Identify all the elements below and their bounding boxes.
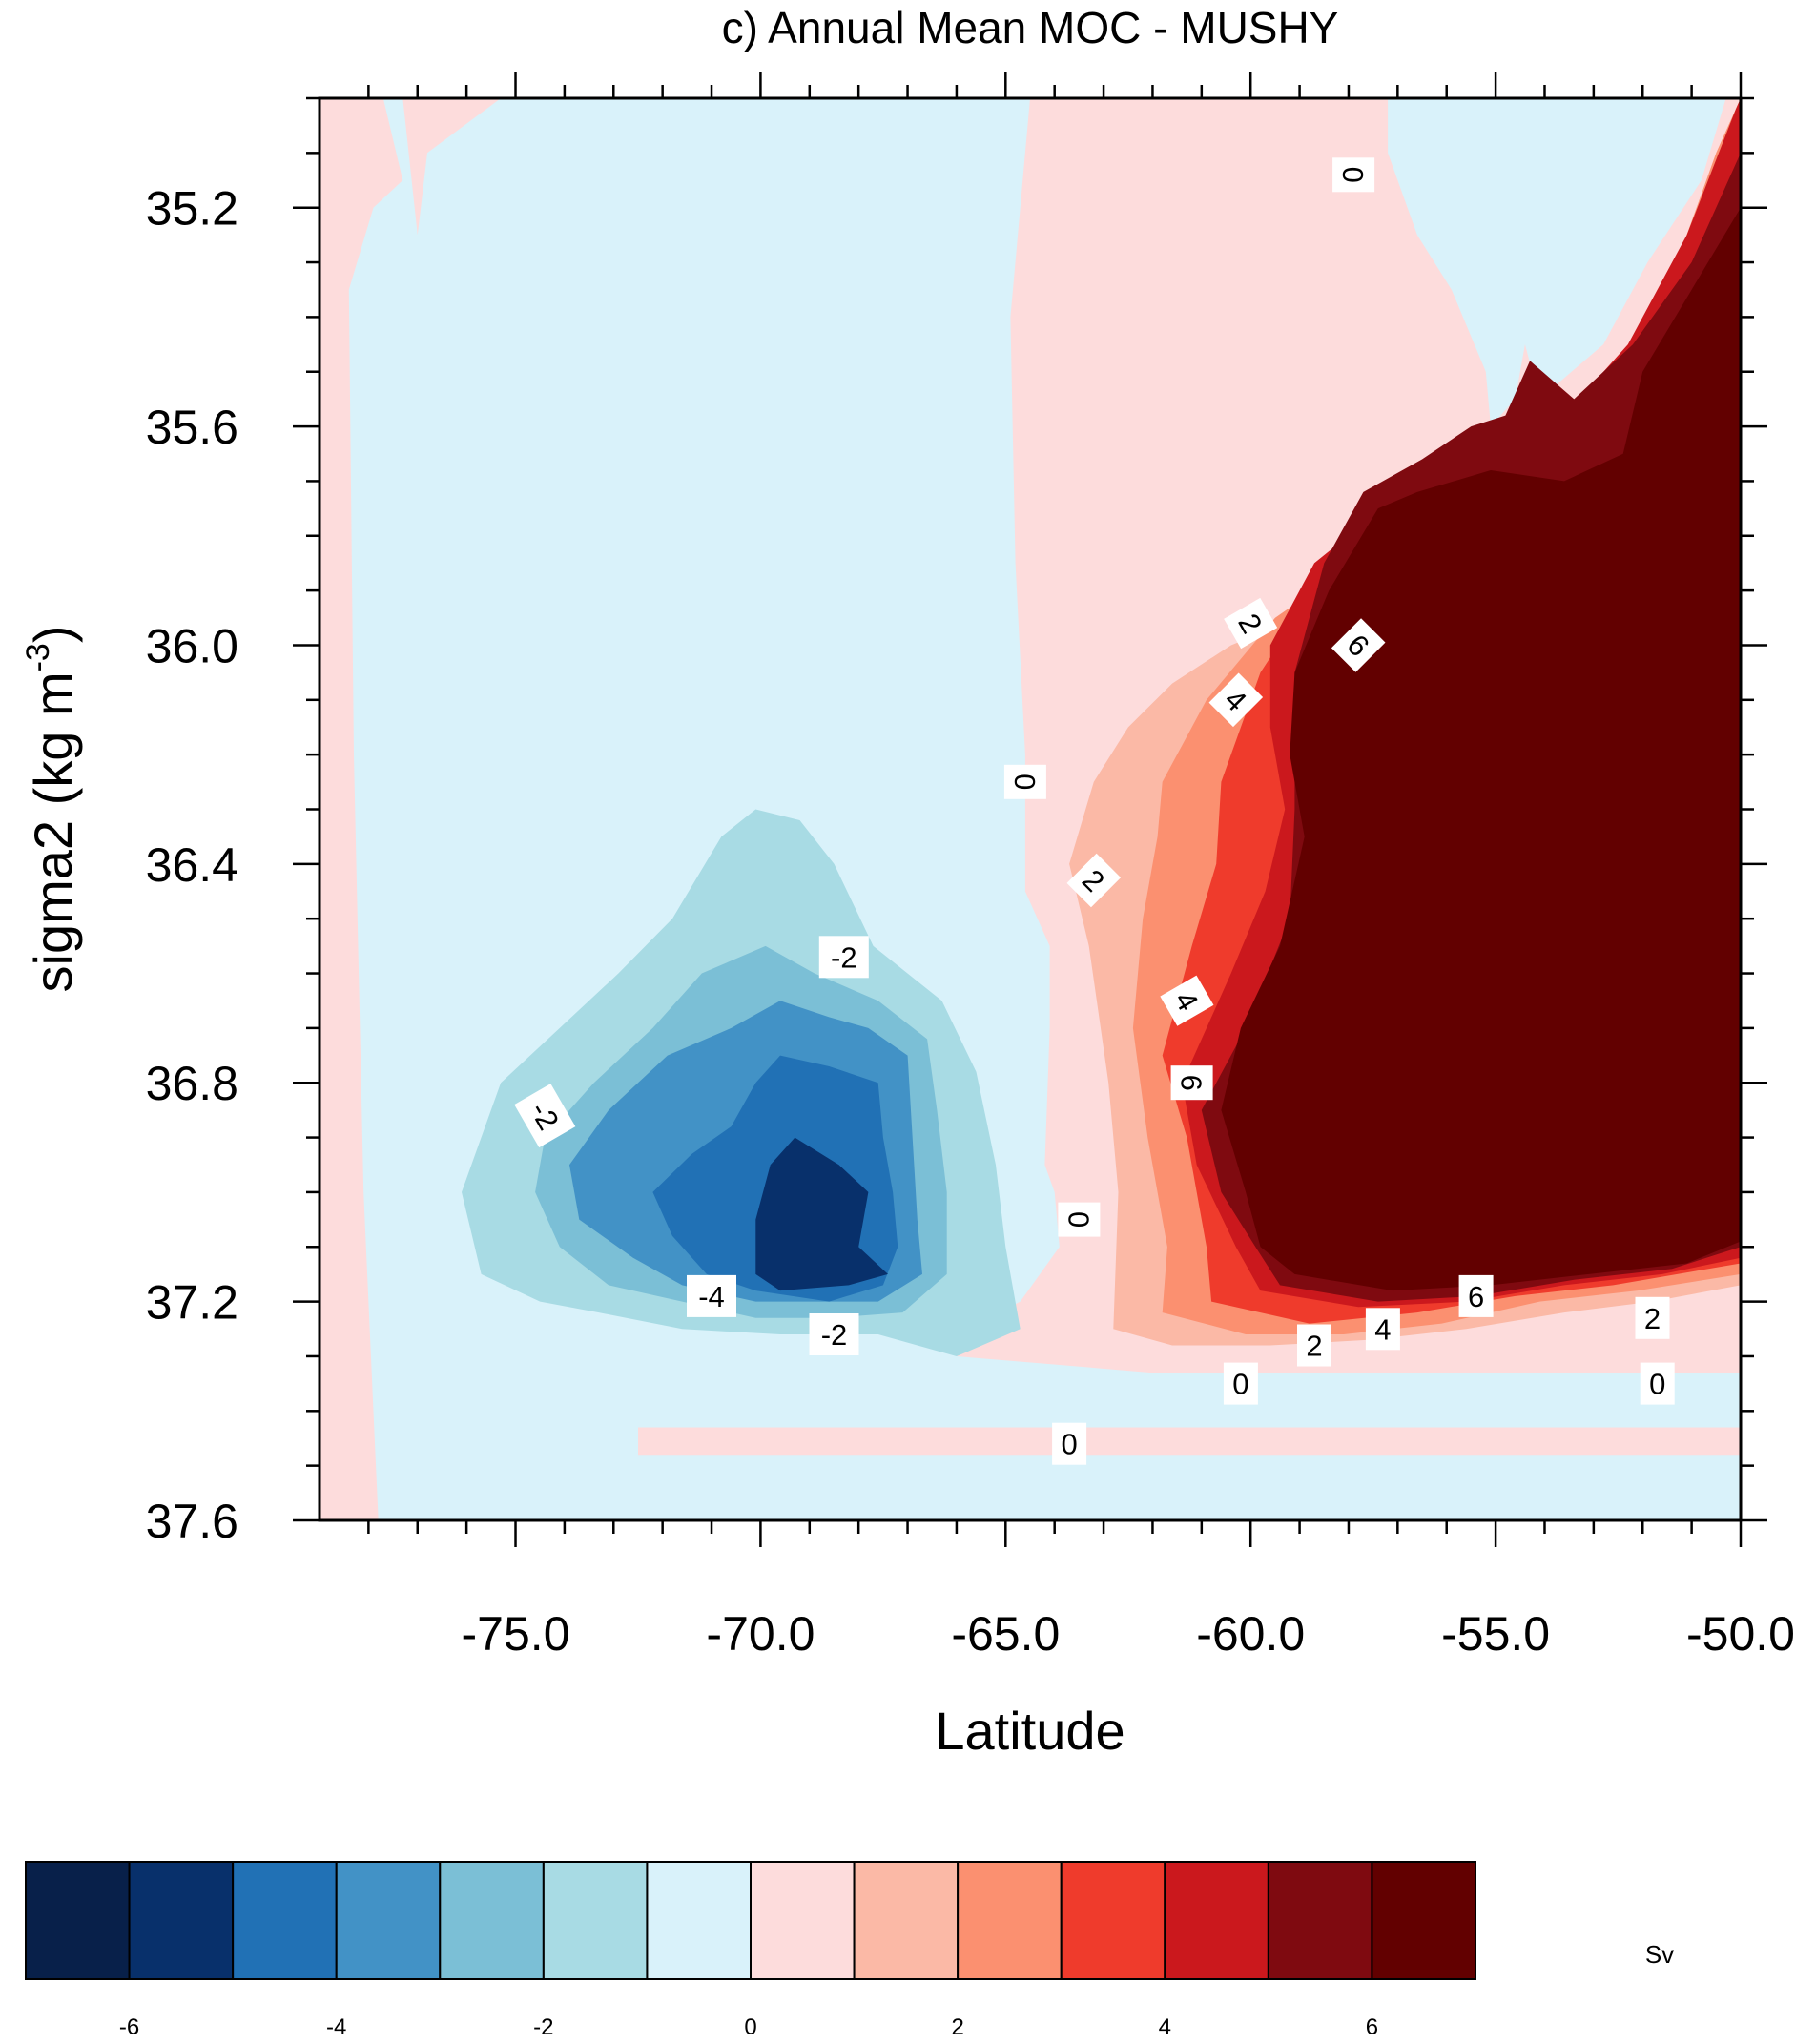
colorbar-box xyxy=(335,1861,442,1980)
colorbar: -6 -4 -2 0 2 4 6 xyxy=(25,1861,1477,2040)
contour-region-11 xyxy=(638,1427,1741,1456)
contour-label-9: -2 xyxy=(514,1084,576,1148)
colorbar-label: 4 xyxy=(1159,2014,1171,2040)
contour-label-3: 4 xyxy=(1208,672,1264,728)
colorbar-box xyxy=(750,1861,856,1980)
contour-region-10 xyxy=(638,1345,692,1368)
contour-label-text: 2 xyxy=(1644,1302,1661,1335)
colorbar-box xyxy=(1164,1861,1269,1980)
y-axis-title: sigma2 (kg m-3) xyxy=(20,626,83,993)
contour-label-text: -2 xyxy=(831,940,857,974)
colorbar-label: -2 xyxy=(533,2014,553,2040)
contour-label-text: 0 xyxy=(1062,1211,1095,1228)
colorbar-box xyxy=(1267,1861,1373,1980)
contour-label-2: 6 xyxy=(1331,618,1386,672)
contour-region-3 xyxy=(1388,98,1726,427)
contour-label-18: 0 xyxy=(1640,1362,1675,1405)
contour-label-13: 2 xyxy=(1635,1296,1670,1339)
x-tick-label: -60.0 xyxy=(1196,1607,1305,1661)
colorbar-label: -6 xyxy=(119,2014,139,2040)
x-axis-ticks: -75.0 -70.0 -65.0 -60.0 -55.0 -50.0 xyxy=(367,72,1795,1661)
contour-label-text: 0 xyxy=(1649,1368,1665,1401)
y-tick-label: 36.0 xyxy=(146,619,238,672)
chart-title: c) Annual Mean MOC - MUSHY xyxy=(722,3,1339,52)
colorbar-label: 0 xyxy=(744,2014,756,2040)
contour-label-text: 6 xyxy=(1175,1075,1208,1091)
y-tick-label: 35.2 xyxy=(146,182,238,236)
contour-label-text: 0 xyxy=(1008,774,1042,790)
colorbar-units: Sv xyxy=(1645,1940,1674,1969)
contour-label-5: 2 xyxy=(1066,853,1122,908)
colorbar-box xyxy=(1060,1861,1166,1980)
colorbar-box xyxy=(1371,1861,1477,1980)
colorbar-box xyxy=(646,1861,753,1980)
colorbar-box xyxy=(232,1861,338,1980)
contour-label-17: 0 xyxy=(1223,1362,1258,1405)
colorbar-box xyxy=(853,1861,960,1980)
x-axis-title: Latitude xyxy=(935,1701,1125,1761)
contour-label-text: 6 xyxy=(1468,1280,1484,1313)
colorbar-label: -4 xyxy=(326,2014,346,2040)
contour-label-14: 4 xyxy=(1365,1308,1400,1351)
contour-label-10: 0 xyxy=(1058,1202,1101,1237)
y-tick-label: 35.6 xyxy=(146,401,238,454)
contour-label-1: 2 xyxy=(1224,597,1278,650)
contour-label-0: 0 xyxy=(1332,157,1375,193)
contour-label-19: 0 xyxy=(1052,1422,1087,1465)
contour-label-text: -2 xyxy=(821,1318,848,1352)
colorbar-box xyxy=(25,1861,131,1980)
y-tick-label: 37.2 xyxy=(146,1276,238,1330)
contour-label-4: 0 xyxy=(1003,764,1046,799)
contour-label-12: 6 xyxy=(1458,1274,1494,1317)
contour-label-16: 2 xyxy=(1297,1324,1331,1367)
x-tick-label: -55.0 xyxy=(1441,1607,1550,1661)
y-axis-title-exponent: -3 xyxy=(20,643,56,671)
svg-text:sigma2 (kg m-3): sigma2 (kg m-3) xyxy=(20,626,83,993)
colorbar-box xyxy=(542,1861,649,1980)
contour-label-text: 0 xyxy=(1336,167,1370,183)
y-tick-label: 36.8 xyxy=(146,1057,238,1110)
x-tick-label: -75.0 xyxy=(462,1607,570,1661)
contour-label-text: 2 xyxy=(1306,1330,1322,1363)
colorbar-label: 2 xyxy=(951,2014,963,2040)
contour-label-11: -4 xyxy=(687,1274,736,1317)
contour-label-7: 4 xyxy=(1160,975,1214,1026)
y-tick-label: 37.6 xyxy=(146,1495,238,1548)
contour-label-text: 4 xyxy=(1374,1312,1391,1346)
contour-label-6: -2 xyxy=(818,936,869,979)
y-axis-title-close: ) xyxy=(23,626,83,644)
colorbar-label: 6 xyxy=(1366,2014,1378,2040)
contour-label-text: 0 xyxy=(1232,1368,1248,1401)
contour-fills xyxy=(320,98,1741,1520)
contour-region-16 xyxy=(755,1137,888,1291)
contour-region-1 xyxy=(402,98,502,236)
y-axis-ticks: 35.2 35.6 36.0 36.4 36.8 37.2 37.6 xyxy=(146,96,1767,1548)
contour-label-text: -4 xyxy=(698,1280,725,1313)
x-tick-label: -50.0 xyxy=(1686,1607,1795,1661)
x-tick-label: -65.0 xyxy=(951,1607,1060,1661)
contour-region-0 xyxy=(320,98,403,1520)
contour-label-8: 6 xyxy=(1170,1065,1213,1101)
contour-region-9 xyxy=(1221,207,1741,1291)
x-tick-label: -70.0 xyxy=(706,1607,815,1661)
contour-label-15: -2 xyxy=(809,1313,859,1355)
y-tick-label: 36.4 xyxy=(146,838,238,892)
colorbar-box xyxy=(957,1861,1063,1980)
y-axis-title-base: sigma2 (kg m xyxy=(23,671,83,992)
colorbar-box xyxy=(128,1861,235,1980)
colorbar-box xyxy=(439,1861,545,1980)
contour-label-text: 0 xyxy=(1061,1428,1077,1461)
